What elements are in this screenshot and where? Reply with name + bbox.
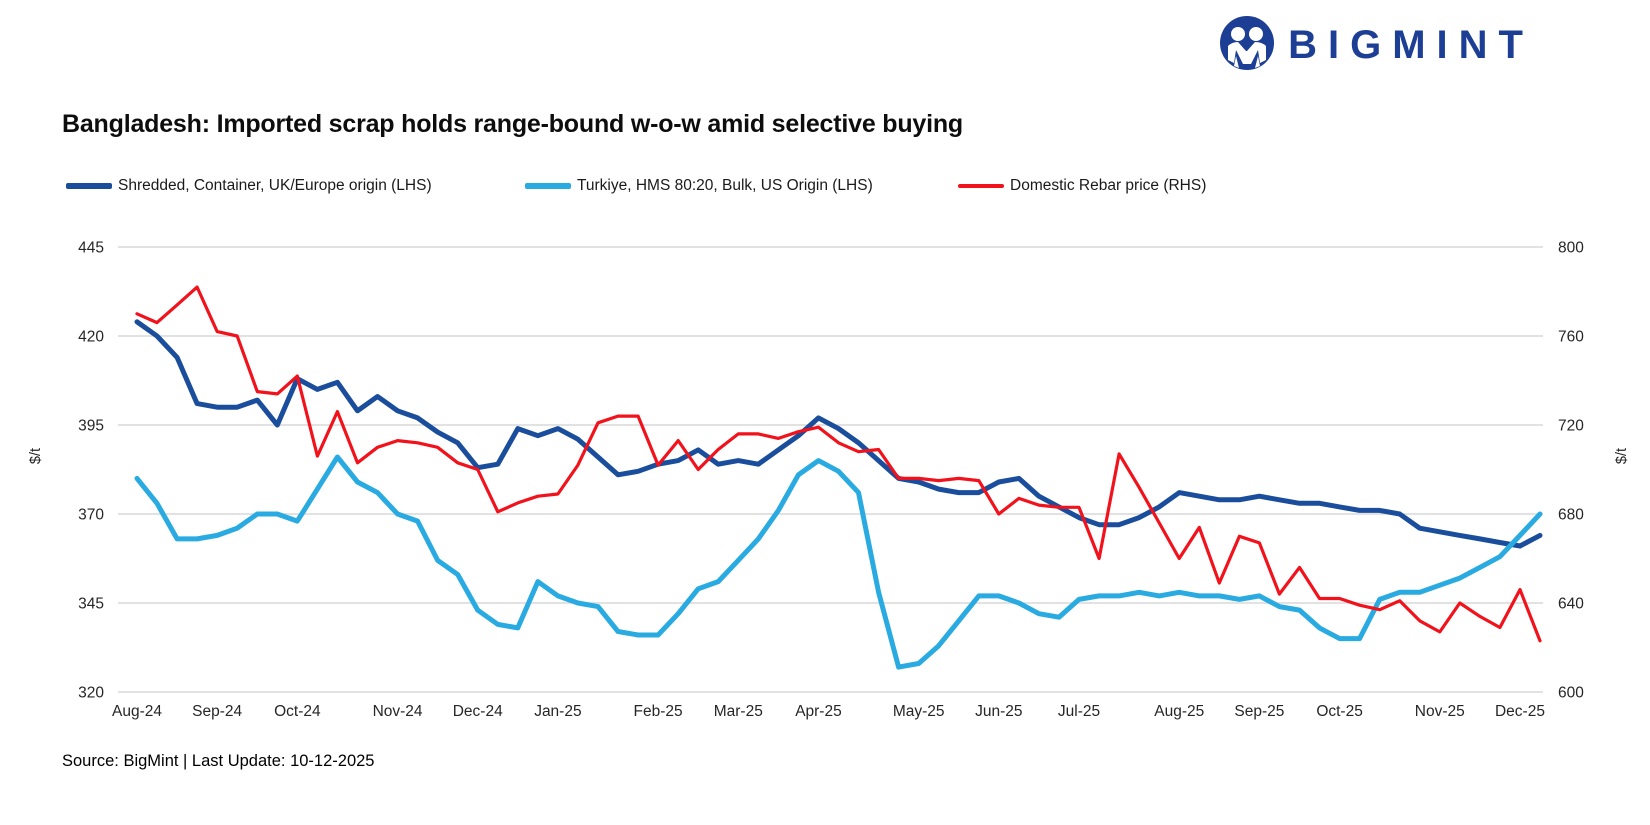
y-axis-tick-left: 320 — [78, 685, 104, 702]
y-axis-tick-right: 800 — [1558, 240, 1584, 257]
legend-label-rebar: Domestic Rebar price (RHS) — [1010, 177, 1207, 194]
x-axis-tick: Aug-25 — [1154, 703, 1204, 720]
rebar-line-swatch — [958, 184, 1004, 188]
y-axis-tick-right: 760 — [1558, 329, 1584, 346]
bigmint-logo: BIGMINT — [1218, 16, 1534, 74]
x-axis-tick: Jul-25 — [1058, 703, 1100, 720]
y-axis-tick-right: 600 — [1558, 685, 1584, 702]
x-axis-tick: Oct-24 — [274, 703, 321, 720]
series-line-turkiye — [134, 454, 1543, 670]
y-axis-tick-right: 640 — [1558, 596, 1584, 613]
series-line-rebar — [135, 285, 1542, 643]
source-note: Source: BigMint | Last Update: 10-12-202… — [62, 752, 375, 770]
legend-label-shredded: Shredded, Container, UK/Europe origin (L… — [118, 177, 432, 194]
y-axis-tick-left: 420 — [78, 329, 104, 346]
x-axis-tick: Dec-24 — [453, 703, 503, 720]
x-axis-tick: Dec-25 — [1495, 703, 1545, 720]
y-axis-title-right: $/t — [1614, 448, 1630, 464]
x-axis-tick: Apr-25 — [795, 703, 842, 720]
turkiye-line-swatch — [525, 183, 571, 189]
x-axis-tick: Aug-24 — [112, 703, 162, 720]
x-axis-tick: May-25 — [893, 703, 945, 720]
y-axis-tick-left: 370 — [78, 507, 104, 524]
y-axis-tick-left: 445 — [78, 240, 104, 257]
y-axis-tick-right: 720 — [1558, 418, 1584, 435]
bigmint-logo-text: BIGMINT — [1288, 22, 1534, 67]
series-line-shredded — [134, 319, 1543, 549]
x-axis-tick: Jan-25 — [534, 703, 581, 720]
legend-item-shredded: Shredded, Container, UK/Europe origin (L… — [66, 174, 432, 198]
x-axis-tick: Sep-24 — [192, 703, 242, 720]
legend-item-rebar: Domestic Rebar price (RHS) — [958, 174, 1206, 198]
x-axis-tick: Jun-25 — [975, 703, 1022, 720]
chart-legend: Shredded, Container, UK/Europe origin (L… — [0, 174, 1650, 198]
bigmint-logo-icon — [1220, 16, 1275, 70]
shredded-line-swatch — [66, 183, 112, 189]
legend-item-turkiye: Turkiye, HMS 80:20, Bulk, US Origin (LHS… — [525, 174, 873, 198]
y-axis-tick-left: 395 — [78, 418, 104, 435]
legend-label-turkiye: Turkiye, HMS 80:20, Bulk, US Origin (LHS… — [577, 177, 873, 194]
x-axis-tick: Oct-25 — [1316, 703, 1363, 720]
x-axis-tick: Feb-25 — [634, 703, 683, 720]
x-axis-tick: Nov-24 — [373, 703, 423, 720]
y-axis-tick-left: 345 — [78, 596, 104, 613]
x-axis-tick: Mar-25 — [714, 703, 763, 720]
chart-title: Bangladesh: Imported scrap holds range-b… — [62, 110, 964, 138]
x-axis-tick: Nov-25 — [1415, 703, 1465, 720]
y-axis-title-left: $/t — [28, 448, 44, 464]
x-axis-tick: Sep-25 — [1234, 703, 1284, 720]
y-axis-tick-right: 680 — [1558, 507, 1584, 524]
